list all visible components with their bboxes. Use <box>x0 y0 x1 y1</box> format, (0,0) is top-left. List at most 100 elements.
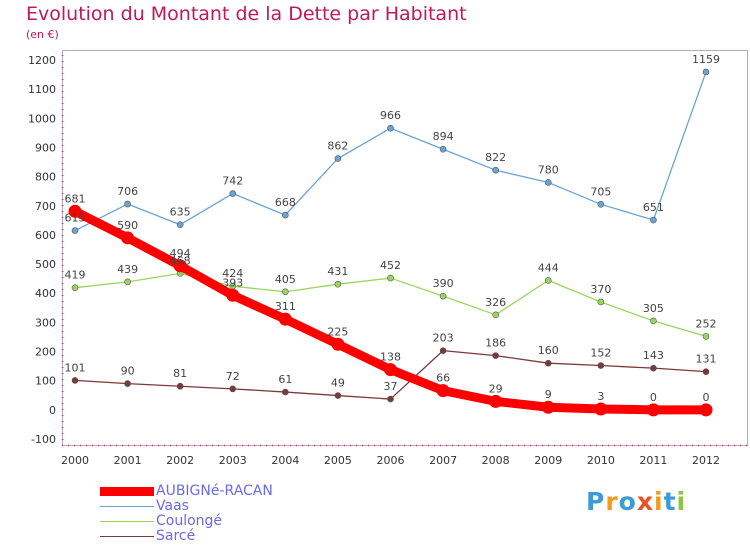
data-label: 424 <box>222 267 243 280</box>
data-point <box>387 274 394 282</box>
data-label: 742 <box>222 175 243 188</box>
data-point <box>176 221 184 229</box>
data-label: 61 <box>278 373 292 386</box>
data-label: 49 <box>331 377 345 390</box>
legend-swatch <box>100 506 154 507</box>
proxiti-logo: Proxiti <box>586 487 686 516</box>
data-point <box>492 166 499 174</box>
data-point <box>650 317 657 325</box>
x-tick-label: 2005 <box>324 454 352 467</box>
data-label: 822 <box>485 151 506 164</box>
data-label: 468 <box>170 254 191 267</box>
data-point <box>387 124 394 132</box>
data-label: 706 <box>117 185 138 198</box>
data-point <box>439 347 447 354</box>
legend-label: AUBIGNé-RACAN <box>156 483 273 499</box>
data-label: 431 <box>327 265 348 278</box>
data-label: 780 <box>538 163 559 176</box>
data-label: 370 <box>590 283 611 296</box>
data-point <box>124 200 131 208</box>
data-point <box>282 388 289 396</box>
data-point <box>229 385 237 393</box>
data-label: 681 <box>65 192 86 205</box>
data-point <box>384 363 397 377</box>
legend-swatch <box>100 487 154 496</box>
legend-item-coulonge: Coulongé <box>100 514 273 529</box>
data-label: 894 <box>433 130 454 143</box>
data-label: 81 <box>173 367 187 380</box>
data-label: 29 <box>489 382 503 395</box>
y-tick-label: 0 <box>49 404 56 417</box>
chart-subtitle: (en €) <box>26 28 59 41</box>
data-point <box>71 284 79 291</box>
data-point <box>650 364 657 372</box>
chart-legend: AUBIGNé-RACAN Vaas Coulongé Sarcé <box>100 484 273 544</box>
data-point <box>544 277 552 284</box>
logo-letter: r <box>605 487 619 516</box>
data-label: 494 <box>170 247 191 260</box>
y-tick-label: 800 <box>35 171 56 184</box>
data-point <box>331 337 345 351</box>
data-label: 252 <box>696 317 717 330</box>
data-label: 862 <box>327 140 348 153</box>
y-tick-label: 600 <box>35 229 56 242</box>
y-tick-label: 400 <box>35 287 56 300</box>
x-tick-label: 2010 <box>587 454 615 467</box>
data-point <box>702 368 710 375</box>
data-label: 143 <box>643 349 664 362</box>
data-label: 419 <box>65 269 86 282</box>
data-point <box>173 259 187 273</box>
data-label: 131 <box>696 353 717 366</box>
data-label: 393 <box>222 276 243 289</box>
data-point <box>334 392 342 399</box>
data-label: 390 <box>433 277 454 290</box>
logo-letter: x <box>636 487 654 516</box>
data-label: 590 <box>117 219 138 232</box>
data-label: 1159 <box>692 53 720 66</box>
data-point <box>278 312 292 326</box>
legend-label: Coulongé <box>156 513 223 529</box>
data-point <box>489 394 503 408</box>
data-point <box>597 298 605 306</box>
legend-label: Vaas <box>156 498 189 514</box>
data-label: 668 <box>275 196 296 209</box>
data-label: 326 <box>485 296 506 309</box>
x-tick-label: 2004 <box>271 454 299 467</box>
data-point <box>541 400 555 414</box>
data-point <box>71 227 79 234</box>
data-point <box>121 231 135 245</box>
data-label: 138 <box>380 351 401 364</box>
data-label: 186 <box>485 337 506 350</box>
data-point <box>646 403 660 417</box>
x-tick-label: 2009 <box>534 454 562 467</box>
data-label: 0 <box>703 391 710 404</box>
data-point <box>282 288 289 296</box>
chart-title: Evolution du Montant de la Dette par Hab… <box>26 3 467 25</box>
data-label: 635 <box>170 206 191 219</box>
x-tick-label: 2011 <box>639 454 667 467</box>
data-point <box>594 402 608 416</box>
data-point <box>492 311 499 319</box>
data-label: 37 <box>384 380 398 393</box>
data-label: 439 <box>117 263 138 276</box>
data-point <box>702 333 710 340</box>
data-label: 651 <box>643 201 664 214</box>
y-tick-label: 900 <box>35 141 56 154</box>
data-point <box>436 384 450 398</box>
legend-item-vaas: Vaas <box>100 499 273 514</box>
data-point <box>124 380 131 387</box>
data-label: 444 <box>538 261 559 274</box>
data-point <box>229 190 237 197</box>
data-point <box>71 377 79 384</box>
data-point <box>650 216 657 224</box>
data-point <box>282 211 289 219</box>
legend-swatch <box>100 521 154 522</box>
x-tick-label: 2012 <box>692 454 720 467</box>
legend-item-aubigne-racan: AUBIGNé-RACAN <box>100 484 273 499</box>
data-point <box>68 204 82 218</box>
data-point <box>439 292 447 300</box>
y-tick-label: 1000 <box>28 112 56 125</box>
legend-swatch <box>100 536 154 537</box>
logo-letter: t <box>663 487 677 516</box>
